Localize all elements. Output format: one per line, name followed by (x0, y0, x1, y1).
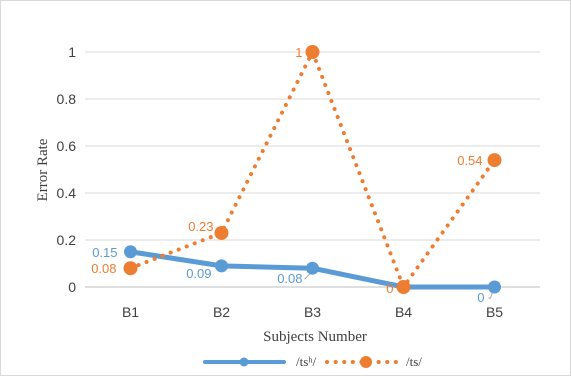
x-tick-label: B5 (486, 304, 503, 320)
data-point-s1-4 (487, 153, 502, 168)
data-point-s1-3 (396, 280, 411, 294)
data-label-s1-0: 0.08 (91, 261, 116, 276)
y-axis-title: Error Rate (35, 138, 51, 201)
data-point-s1-1 (214, 225, 229, 240)
data-point-s0-1 (215, 259, 228, 273)
x-axis-title: Subjects Number (263, 329, 367, 345)
series-lines (123, 45, 502, 294)
data-point-s0-2 (306, 261, 319, 275)
y-tick-labels: 0 0.2 0.4 0.6 0.8 1 (57, 44, 77, 295)
data-point-s0-0 (124, 245, 137, 259)
data-label-s1-1: 0.23 (188, 219, 213, 234)
legend-label-tsh: /tsʰ/ (296, 354, 316, 369)
x-tick-label: B2 (213, 304, 230, 320)
data-label-s1-4: 0.54 (457, 153, 482, 168)
data-label-s1-2: 1 (295, 45, 302, 60)
legend-swatch-ts-marker (360, 356, 372, 368)
x-tick-labels: B1 B2 B3 B4 B5 (122, 304, 503, 320)
y-tick-label: 0.6 (57, 138, 77, 154)
y-tick-label: 1 (68, 44, 76, 60)
data-point-s1-0 (123, 261, 138, 276)
x-tick-label: B1 (122, 304, 139, 320)
y-tick-label: 0.4 (57, 185, 77, 201)
data-point-s0-4 (488, 280, 501, 294)
data-labels: 0.15 0.09 0.08 0 0.08 0.23 1 0 0.54 (91, 45, 484, 305)
y-tick-label: 0 (68, 279, 76, 295)
legend-swatch-tsh-marker (239, 357, 249, 367)
series-line-1 (128, 50, 497, 289)
data-label-s0-1: 0.09 (186, 266, 211, 281)
x-tick-label: B4 (395, 304, 412, 320)
data-label-s0-2: 0.08 (277, 271, 302, 286)
gridlines (85, 51, 540, 288)
data-label-s0-4: 0 (477, 290, 484, 305)
legend-label-ts: /ts/ (406, 354, 422, 369)
data-label-s1-3: 0 (386, 281, 393, 296)
y-tick-label: 0.2 (57, 232, 77, 248)
x-tick-label: B3 (304, 304, 321, 320)
data-label-s0-0: 0.15 (92, 245, 117, 260)
legend: /tsʰ/ /ts/ (203, 354, 422, 369)
data-point-s1-2 (305, 45, 320, 59)
y-tick-label: 0.8 (57, 91, 77, 107)
